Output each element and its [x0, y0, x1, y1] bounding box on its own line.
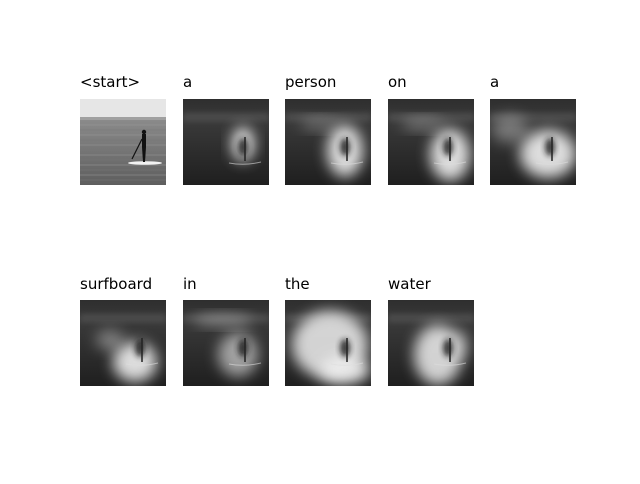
- board: [128, 161, 162, 165]
- band: [80, 314, 166, 322]
- figure-shadow: [340, 138, 350, 156]
- panel-image: [490, 99, 576, 185]
- figure-shadow: [340, 339, 350, 357]
- band: [388, 314, 474, 322]
- attention: [492, 115, 528, 143]
- panel-image: [388, 300, 474, 386]
- band: [285, 113, 371, 121]
- figure-shadow: [238, 339, 248, 357]
- panel-label: in: [183, 275, 197, 293]
- band: [388, 113, 474, 121]
- panel-label: on: [388, 73, 407, 91]
- board-glint: [125, 362, 159, 366]
- panel-label: a: [490, 73, 499, 91]
- panel-image: [388, 99, 474, 185]
- head: [141, 129, 147, 135]
- panel-label: person: [285, 73, 336, 91]
- band: [490, 113, 576, 121]
- board-glint: [330, 161, 364, 165]
- attention: [193, 314, 253, 326]
- band: [183, 113, 269, 121]
- attention: [448, 331, 468, 359]
- body: [142, 134, 146, 162]
- panel-image: [285, 300, 371, 386]
- figure-shadow: [238, 138, 248, 156]
- background: [183, 99, 269, 185]
- figure-shadow: [443, 138, 453, 156]
- attention: [96, 330, 124, 350]
- board-glint: [535, 161, 569, 165]
- panel-image: [183, 99, 269, 185]
- board-glint: [330, 362, 364, 366]
- horizon: [80, 117, 166, 120]
- board-glint: [433, 362, 467, 366]
- panel-image: [80, 300, 166, 386]
- figure-shadow: [443, 339, 453, 357]
- attention: [218, 333, 258, 377]
- board-glint: [433, 161, 467, 165]
- figure-shadow: [135, 339, 145, 357]
- panel-label: a: [183, 73, 192, 91]
- panel-label: water: [388, 275, 432, 293]
- attention: [401, 118, 445, 130]
- attention: [320, 356, 370, 384]
- panel-image: [183, 300, 269, 386]
- panel-label: surfboard: [80, 275, 152, 293]
- panel-image: [285, 99, 371, 185]
- board-glint: [228, 161, 262, 165]
- panel-label: <start>: [80, 73, 140, 91]
- paddle: [131, 138, 143, 160]
- figure-shadow: [545, 138, 555, 156]
- attention: [300, 118, 340, 130]
- board-glint: [228, 362, 262, 366]
- water: [80, 120, 166, 185]
- attention: [113, 342, 157, 382]
- sky: [80, 99, 166, 119]
- panel-label: the: [285, 275, 310, 293]
- panel-image: [80, 99, 166, 185]
